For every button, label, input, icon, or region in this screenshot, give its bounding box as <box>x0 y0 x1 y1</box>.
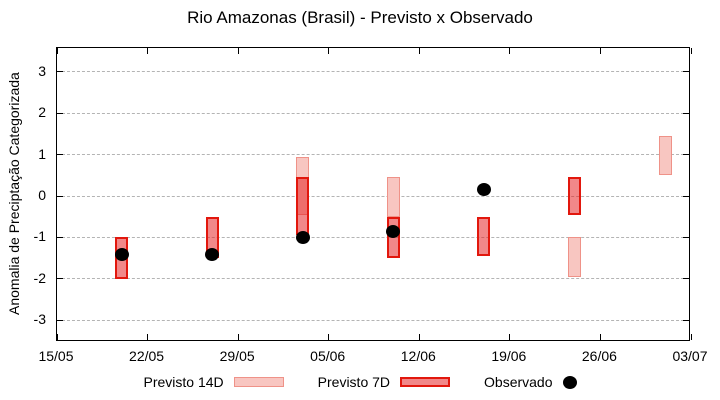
bar-previsto-7d <box>568 177 582 215</box>
x-tick-mark <box>599 48 601 54</box>
y-tick-mark <box>683 236 689 238</box>
x-tick-mark <box>509 334 511 340</box>
y-tick-mark <box>57 195 63 197</box>
x-tick-label: 15/05 <box>38 348 74 364</box>
x-tick-mark <box>56 48 58 54</box>
y-tick-mark <box>57 319 63 321</box>
x-tick-mark <box>328 48 330 54</box>
gridline <box>57 71 689 73</box>
x-tick-mark <box>690 334 692 340</box>
bar-previsto-14d <box>658 135 672 176</box>
bar-previsto-14d <box>568 237 582 277</box>
y-tick-mark <box>57 278 63 280</box>
observado-dot <box>476 183 491 197</box>
bar-previsto-7d <box>296 177 310 236</box>
legend-item-previsto-7d: Previsto 7D <box>317 374 451 390</box>
y-tick-mark <box>57 71 63 73</box>
x-tick-mark <box>509 48 511 54</box>
chart-title: Rio Amazonas (Brasil) - Previsto x Obser… <box>187 8 533 27</box>
x-tick-mark <box>690 48 692 54</box>
observado-dot <box>295 230 310 244</box>
x-tick-mark <box>237 334 239 340</box>
x-tick-mark <box>56 334 58 340</box>
x-tick-label: 26/06 <box>581 348 617 364</box>
gridline <box>57 278 689 280</box>
x-tick-label: 29/05 <box>219 348 255 364</box>
y-tick-mark <box>683 319 689 321</box>
legend-item-observado: Observado <box>484 374 577 390</box>
legend: Previsto 14D Previsto 7D Observado <box>0 374 720 390</box>
y-tick-mark <box>683 278 689 280</box>
legend-swatch-observado-dot <box>562 375 577 389</box>
y-tick-label: -3 <box>33 311 46 328</box>
x-tick-label: 05/06 <box>310 348 346 364</box>
x-tick-mark <box>237 48 239 54</box>
gridline <box>57 112 689 114</box>
x-tick-mark <box>147 48 149 54</box>
x-tick-mark <box>599 334 601 340</box>
y-tick-mark <box>57 236 63 238</box>
y-tick-label: 2 <box>38 104 46 121</box>
observado-dot <box>114 247 129 261</box>
x-tick-mark <box>328 334 330 340</box>
x-tick-mark <box>418 334 420 340</box>
gridline <box>57 236 689 238</box>
x-tick-mark <box>147 334 149 340</box>
x-tick-label: 22/05 <box>129 348 165 364</box>
legend-item-previsto-14d: Previsto 14D <box>144 374 284 390</box>
legend-swatch-previsto-7d <box>400 377 451 387</box>
legend-label-previsto-7d: Previsto 7D <box>317 374 391 390</box>
y-tick-mark <box>683 71 689 73</box>
y-tick-mark <box>683 112 689 114</box>
y-tick-mark <box>683 195 689 197</box>
gridline <box>57 195 689 197</box>
legend-swatch-previsto-14d <box>233 377 284 387</box>
x-tick-label: 12/06 <box>400 348 436 364</box>
y-tick-label: -2 <box>33 269 46 286</box>
x-tick-label: 19/06 <box>491 348 527 364</box>
legend-label-observado: Observado <box>484 374 553 390</box>
bar-previsto-14d <box>386 177 400 217</box>
gridline <box>57 154 689 156</box>
y-tick-mark <box>57 154 63 156</box>
bar-previsto-7d <box>477 216 491 257</box>
observado-dot <box>205 247 220 261</box>
observado-dot <box>386 224 401 238</box>
x-tick-mark <box>418 48 420 54</box>
x-tick-label: 03/07 <box>672 348 708 364</box>
y-tick-label: -1 <box>33 228 46 245</box>
legend-label-previsto-14d: Previsto 14D <box>143 374 224 390</box>
y-tick-mark <box>57 112 63 114</box>
y-tick-label: 1 <box>38 145 46 162</box>
gridline <box>57 319 689 321</box>
y-tick-label: 3 <box>38 62 46 79</box>
y-tick-label: 0 <box>38 187 46 203</box>
y-tick-mark <box>683 154 689 156</box>
plot-area <box>56 47 692 341</box>
